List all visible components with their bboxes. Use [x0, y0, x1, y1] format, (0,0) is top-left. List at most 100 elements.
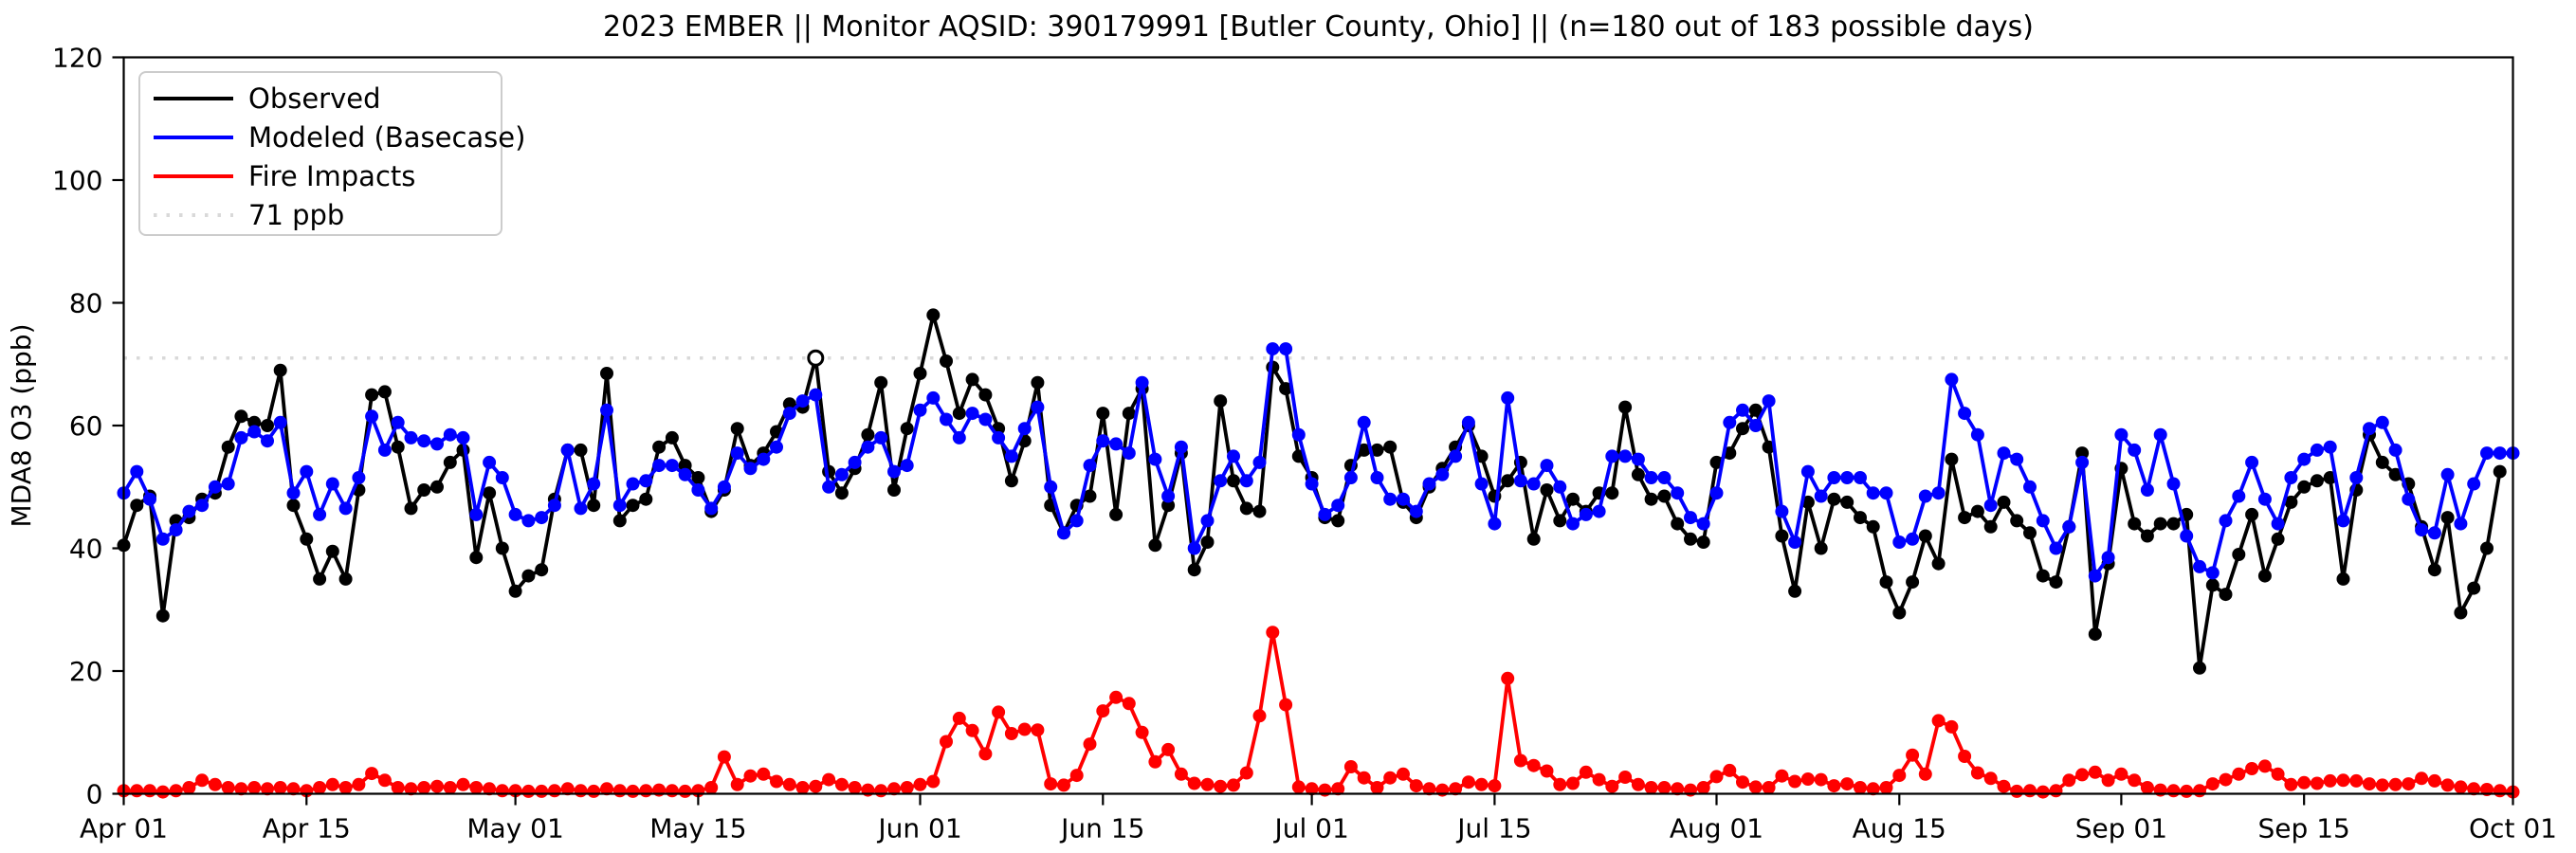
series-marker-1	[2480, 446, 2494, 461]
series-marker-0	[1526, 532, 1541, 546]
series-marker-1	[1958, 407, 1972, 421]
series-marker-2	[704, 781, 719, 794]
series-marker-0	[1161, 499, 1176, 513]
series-marker-1	[247, 425, 262, 439]
series-marker-2	[1814, 772, 1828, 787]
series-marker-2	[1958, 750, 1972, 763]
series-marker-0	[1187, 563, 1201, 577]
series-marker-0	[2388, 467, 2402, 481]
series-marker-2	[1513, 753, 1527, 768]
series-marker-1	[143, 492, 156, 506]
series-marker-0	[574, 443, 588, 457]
series-marker-2	[2323, 773, 2337, 788]
series-marker-0	[286, 499, 301, 513]
series-marker-1	[261, 434, 274, 448]
series-marker-1	[560, 443, 575, 457]
series-marker-1	[704, 501, 719, 516]
series-marker-0	[861, 427, 875, 442]
series-marker-1	[1422, 477, 1436, 491]
series-marker-1	[365, 409, 379, 424]
series-marker-1	[1318, 507, 1332, 521]
series-marker-0	[155, 608, 170, 623]
x-tick-label: Jul 15	[1455, 813, 1531, 844]
series-marker-1	[286, 486, 301, 500]
series-marker-1	[1854, 471, 1867, 484]
series-marker-1	[1449, 449, 1463, 463]
series-marker-0	[1553, 514, 1567, 528]
series-marker-2	[757, 767, 771, 781]
series-marker-1	[469, 507, 484, 521]
series-marker-0	[874, 375, 888, 390]
series-marker-1	[1148, 452, 1162, 466]
series-marker-1	[652, 459, 667, 473]
series-marker-0	[1618, 400, 1633, 414]
x-tick-label: Aug 01	[1670, 813, 1763, 844]
series-marker-2	[1657, 781, 1672, 794]
series-marker-1	[2140, 483, 2154, 497]
series-marker-0	[261, 419, 274, 432]
series-marker-1	[1892, 535, 1907, 549]
series-marker-2	[2388, 777, 2402, 791]
series-marker-2	[626, 784, 640, 798]
series-marker-1	[861, 440, 875, 454]
series-marker-2	[338, 781, 353, 794]
series-marker-0	[1788, 584, 1802, 598]
series-marker-2	[2128, 773, 2142, 788]
series-marker-2	[430, 779, 444, 793]
series-marker-0	[234, 409, 248, 424]
series-marker-0	[2271, 532, 2285, 546]
x-tick-label: Sep 01	[2075, 813, 2167, 844]
series-marker-1	[795, 394, 810, 408]
series-marker-0	[2454, 606, 2468, 620]
series-marker-2	[2219, 772, 2233, 787]
series-marker-2	[1449, 782, 1463, 796]
series-marker-2	[2375, 778, 2389, 792]
series-marker-1	[2205, 566, 2220, 580]
series-marker-1	[2114, 427, 2128, 442]
series-marker-1	[1397, 492, 1410, 506]
series-marker-0	[926, 308, 941, 322]
series-marker-0	[2023, 526, 2037, 540]
series-marker-1	[834, 467, 849, 481]
series-marker-2	[1501, 671, 1515, 685]
series-marker-1	[182, 504, 196, 518]
series-marker-0	[2140, 529, 2154, 543]
series-marker-0	[1671, 517, 1685, 531]
series-marker-0	[338, 572, 353, 586]
series-marker-1	[1291, 427, 1306, 442]
y-tick-label: 0	[86, 779, 103, 810]
series-marker-1	[678, 467, 692, 481]
series-marker-1	[1579, 507, 1593, 521]
series-marker-1	[1827, 471, 1841, 484]
legend-label-3: 71 ppb	[248, 199, 344, 231]
series-marker-0	[2153, 517, 2167, 531]
series-marker-2	[1122, 697, 1136, 711]
series-marker-2	[1762, 781, 1776, 794]
series-marker-1	[443, 427, 457, 442]
series-marker-2	[1788, 774, 1802, 789]
series-marker-0	[469, 551, 484, 565]
series-marker-2	[521, 784, 536, 798]
series-marker-2	[143, 784, 156, 798]
series-marker-2	[234, 782, 248, 796]
series-marker-0	[2310, 474, 2324, 488]
series-marker-2	[1800, 772, 1815, 786]
series-marker-0	[1279, 382, 1293, 396]
series-marker-0	[1083, 489, 1097, 503]
series-marker-1	[2440, 467, 2455, 481]
series-marker-2	[1866, 782, 1880, 796]
series-marker-0	[1122, 407, 1136, 421]
series-marker-2	[547, 784, 561, 798]
series-marker-0	[1631, 467, 1645, 481]
series-marker-1	[1945, 372, 1959, 387]
series-marker-2	[1592, 772, 1606, 787]
series-marker-0	[678, 459, 692, 473]
series-marker-2	[313, 781, 327, 794]
series-marker-0	[2480, 541, 2494, 555]
chart-title: 2023 EMBER || Monitor AQSID: 390179991 […	[603, 10, 2034, 44]
series-marker-2	[678, 784, 692, 798]
series-marker-1	[1057, 526, 1070, 540]
series-marker-0	[2088, 627, 2102, 642]
series-marker-0	[834, 486, 849, 500]
